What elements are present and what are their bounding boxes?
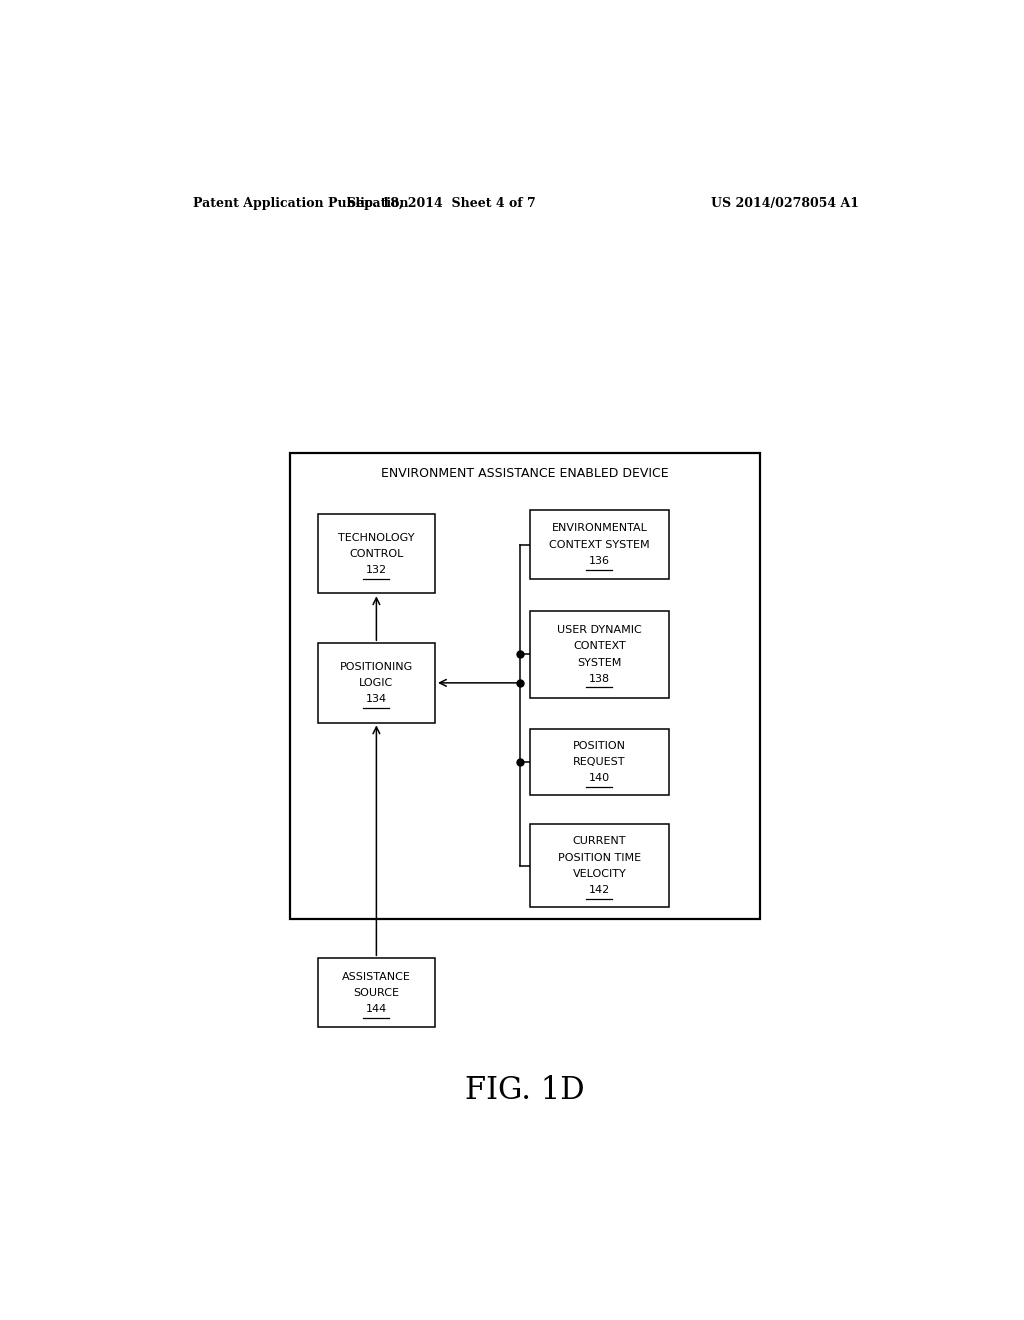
- Text: SYSTEM: SYSTEM: [578, 657, 622, 668]
- Text: REQUEST: REQUEST: [573, 758, 626, 767]
- Text: TECHNOLOGY: TECHNOLOGY: [338, 532, 415, 543]
- Text: 140: 140: [589, 774, 610, 783]
- Text: Sep. 18, 2014  Sheet 4 of 7: Sep. 18, 2014 Sheet 4 of 7: [347, 197, 536, 210]
- Text: POSITION: POSITION: [572, 741, 626, 751]
- Bar: [290, 453, 760, 919]
- Text: SOURCE: SOURCE: [353, 987, 399, 998]
- Text: CURRENT: CURRENT: [572, 837, 626, 846]
- Text: ASSISTANCE: ASSISTANCE: [342, 972, 411, 982]
- Text: 138: 138: [589, 673, 610, 684]
- Bar: [317, 958, 435, 1027]
- Text: VELOCITY: VELOCITY: [572, 869, 627, 879]
- Text: 134: 134: [366, 694, 387, 704]
- Bar: [530, 510, 669, 579]
- Text: ENVIRONMENTAL: ENVIRONMENTAL: [552, 523, 647, 533]
- Text: 136: 136: [589, 556, 610, 566]
- Text: US 2014/0278054 A1: US 2014/0278054 A1: [712, 197, 859, 210]
- Bar: [317, 515, 435, 594]
- Bar: [317, 643, 435, 722]
- Text: LOGIC: LOGIC: [359, 678, 393, 688]
- Text: CONTEXT SYSTEM: CONTEXT SYSTEM: [549, 540, 649, 549]
- Bar: [530, 824, 669, 907]
- Text: 142: 142: [589, 886, 610, 895]
- Text: POSITIONING: POSITIONING: [340, 661, 413, 672]
- Text: ENVIRONMENT ASSISTANCE ENABLED DEVICE: ENVIRONMENT ASSISTANCE ENABLED DEVICE: [381, 467, 669, 480]
- Bar: [530, 729, 669, 795]
- Bar: [530, 611, 669, 697]
- Text: FIG. 1D: FIG. 1D: [465, 1074, 585, 1106]
- Text: 144: 144: [366, 1005, 387, 1014]
- Text: Patent Application Publication: Patent Application Publication: [194, 197, 409, 210]
- Text: 132: 132: [366, 565, 387, 576]
- Text: CONTEXT: CONTEXT: [573, 642, 626, 651]
- Text: CONTROL: CONTROL: [349, 549, 403, 558]
- Text: POSITION TIME: POSITION TIME: [558, 853, 641, 863]
- Text: USER DYNAMIC: USER DYNAMIC: [557, 624, 642, 635]
